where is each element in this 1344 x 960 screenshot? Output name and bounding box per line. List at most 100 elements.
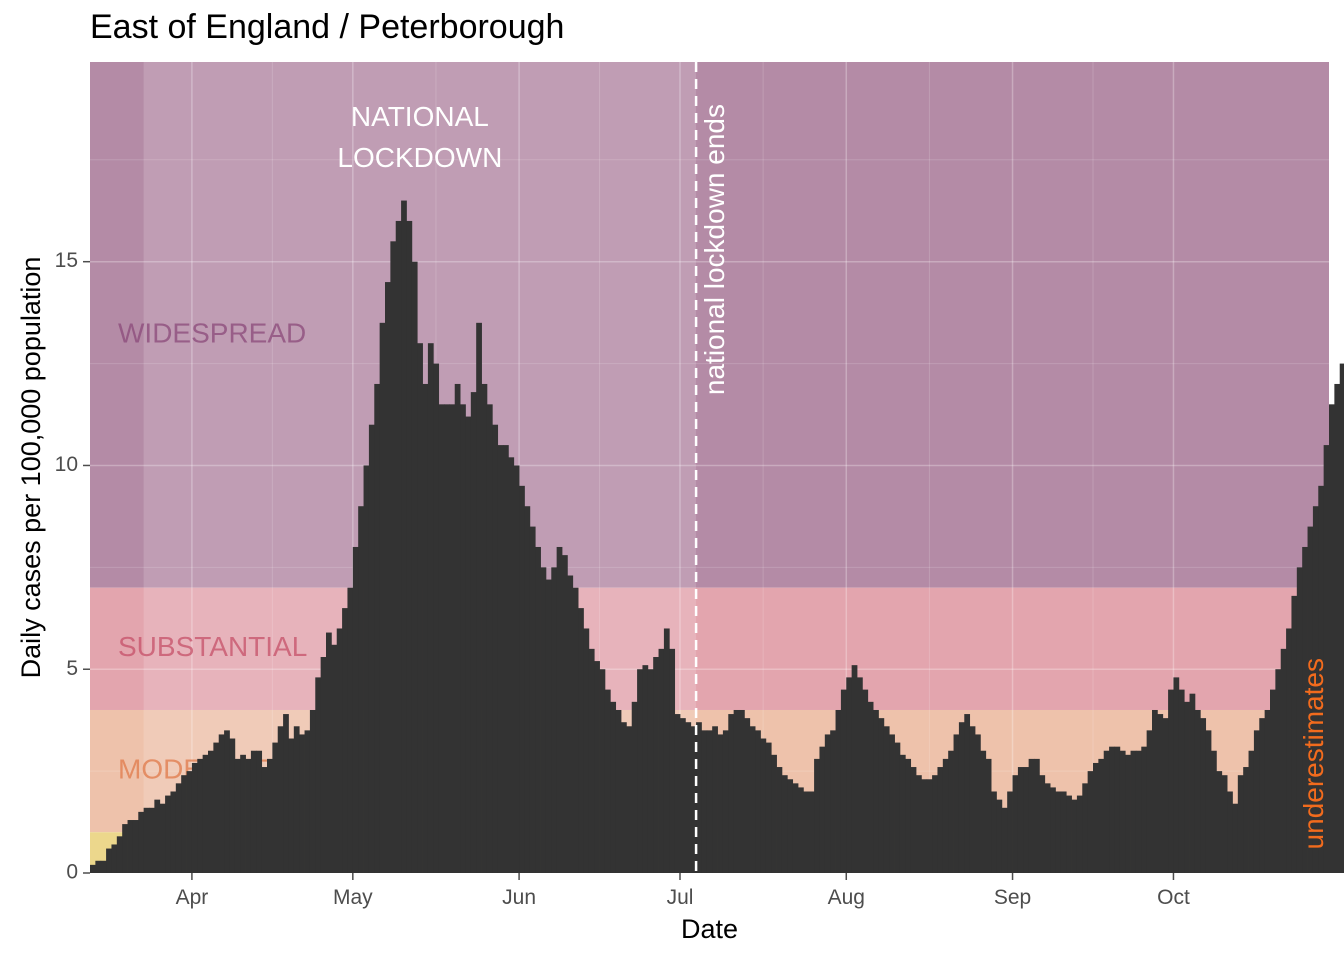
bar (551, 567, 558, 873)
bar (411, 261, 418, 873)
bar (417, 343, 423, 873)
bar (1307, 526, 1314, 873)
bar (1259, 718, 1266, 873)
bar (642, 665, 649, 873)
bar (374, 383, 381, 873)
bar (1039, 775, 1046, 873)
bar (465, 416, 472, 873)
bar (1184, 701, 1190, 873)
bar (1189, 693, 1196, 873)
bar (717, 734, 724, 873)
bar (948, 750, 954, 873)
bar (363, 465, 370, 873)
bar (470, 392, 477, 873)
bar (781, 775, 788, 873)
bar (293, 726, 300, 873)
x-tick-label: Sep (994, 886, 1031, 909)
bar (406, 220, 413, 873)
x-tick-label: May (333, 886, 373, 909)
bar (149, 807, 155, 873)
bar (444, 404, 450, 873)
bar (905, 758, 912, 873)
band-label-substantial: SUBSTANTIAL (118, 631, 307, 662)
bar (229, 738, 236, 873)
bar (218, 734, 225, 873)
bar (808, 791, 815, 873)
bar (309, 709, 316, 873)
bar (1050, 787, 1056, 873)
bar (1232, 803, 1239, 873)
bar (1119, 750, 1126, 873)
bar (304, 730, 311, 873)
bar (712, 726, 718, 873)
lockdown-label-line: NATIONAL (351, 101, 489, 132)
bar (127, 820, 134, 873)
bar (165, 795, 171, 873)
bar (395, 220, 402, 873)
bar (390, 241, 397, 873)
bar (342, 608, 348, 873)
bar (1173, 677, 1180, 873)
bar (1066, 795, 1072, 873)
bar (1253, 730, 1260, 873)
bar (588, 648, 595, 873)
bar (1125, 754, 1131, 873)
bar (299, 734, 305, 873)
bar (1023, 767, 1030, 873)
bar (680, 718, 686, 873)
bar (385, 282, 391, 874)
bar (1211, 750, 1217, 873)
bar (1280, 648, 1287, 873)
bar (653, 657, 659, 873)
bar (486, 404, 493, 873)
bar (1060, 791, 1067, 873)
bar (615, 709, 622, 873)
bar (277, 726, 284, 873)
bar (932, 775, 938, 873)
bar (175, 783, 182, 873)
lockdown-label-line: LOCKDOWN (337, 142, 502, 173)
bar (840, 689, 847, 873)
bars (90, 200, 1344, 874)
band-substantial (90, 587, 1329, 710)
bar (508, 457, 515, 873)
bar (213, 742, 220, 873)
bar (422, 383, 429, 873)
bar (776, 767, 783, 873)
bar (1334, 383, 1341, 873)
bar (980, 750, 987, 873)
bar (320, 657, 327, 873)
bar (637, 669, 643, 873)
bar (749, 726, 756, 873)
bar (626, 726, 633, 873)
bar (1339, 363, 1344, 873)
bar (1034, 758, 1040, 873)
bar (1168, 689, 1174, 873)
bar (728, 714, 735, 873)
band-label-widespread: WIDESPREAD (118, 317, 306, 348)
bar (690, 726, 697, 873)
bar (1270, 689, 1276, 873)
bar (540, 567, 547, 873)
bar (953, 734, 960, 873)
bar (1098, 758, 1105, 873)
x-tick-label: Jul (667, 886, 694, 909)
bar (449, 404, 456, 873)
bar (1237, 775, 1244, 873)
bar (256, 750, 263, 873)
y-axis: 0 5 10 15 (55, 249, 90, 884)
bar (857, 677, 863, 873)
bar (572, 587, 579, 873)
bar (460, 404, 466, 873)
bar (1323, 445, 1330, 873)
bar (701, 730, 708, 873)
bar (562, 555, 568, 873)
bar (583, 628, 590, 873)
bar (969, 726, 976, 873)
bar (1157, 714, 1164, 873)
bar (234, 758, 241, 873)
chart-title: East of England / Peterborough (90, 8, 565, 46)
bar (663, 628, 670, 873)
bar (240, 754, 246, 873)
